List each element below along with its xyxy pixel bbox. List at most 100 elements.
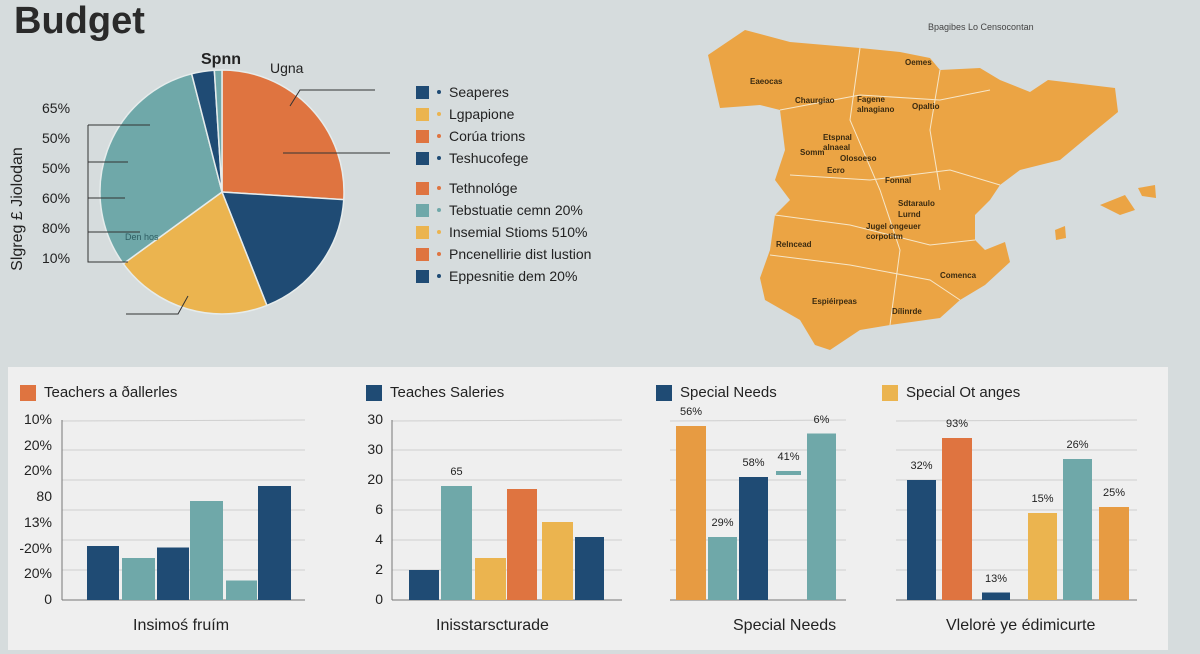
pie-top-label: Spnn bbox=[201, 51, 241, 68]
chart-legend-swatch bbox=[366, 384, 382, 401]
bar bbox=[409, 570, 439, 600]
map-region-label: Dílinrde bbox=[892, 307, 922, 316]
legend-label: Insemial Stioms 510% bbox=[449, 224, 588, 240]
bar bbox=[475, 558, 506, 600]
legend-dot-icon bbox=[437, 90, 441, 94]
pie-side-tick: 10% bbox=[42, 250, 71, 266]
pie-slice bbox=[213, 69, 223, 193]
region-border bbox=[779, 89, 991, 111]
legend-item: Insemial Stioms 510% bbox=[416, 224, 588, 240]
balearic-islands bbox=[1100, 195, 1135, 215]
legend-label: Seaperes bbox=[449, 84, 509, 100]
chart-title: Teaches Saleries bbox=[366, 384, 504, 401]
map-region-label: Opaltio bbox=[912, 102, 940, 111]
bar-data-label: 6% bbox=[813, 413, 830, 426]
bar bbox=[776, 471, 801, 475]
legend-item: Pncenellirie dist lustion bbox=[416, 246, 591, 262]
legend-swatch bbox=[416, 225, 429, 239]
bar bbox=[226, 580, 257, 600]
map-title: Bpagibes Lo Censocontan bbox=[928, 22, 1034, 32]
gridline bbox=[391, 419, 623, 422]
bar-data-label: 32% bbox=[910, 460, 933, 472]
y-tick-label: 30 bbox=[367, 411, 383, 427]
chart-legend-swatch bbox=[882, 384, 898, 401]
map-region-label: Chaurgiao bbox=[795, 96, 835, 105]
y-tick-label: 4 bbox=[375, 531, 383, 547]
legend-dot-icon bbox=[437, 112, 441, 116]
bar bbox=[258, 486, 291, 600]
pie-slice bbox=[220, 191, 345, 307]
map-region-label: Fonnal bbox=[885, 176, 912, 185]
pie-side-tick: 65% bbox=[42, 100, 71, 116]
pie-leader-line bbox=[289, 89, 375, 107]
legend-swatch bbox=[416, 129, 429, 143]
legend-swatch bbox=[416, 151, 429, 165]
bar-data-label: 15% bbox=[1031, 493, 1054, 505]
y-tick-label: 30 bbox=[367, 441, 383, 457]
bar-data-label: 25% bbox=[1102, 487, 1126, 499]
legend-swatch bbox=[416, 107, 429, 121]
balearic-islands bbox=[1138, 185, 1156, 198]
bar bbox=[87, 546, 119, 600]
legend-label: Corúa trions bbox=[449, 128, 526, 144]
legend-label: Tethnológe bbox=[449, 180, 518, 196]
map-region-label: Eaeocas bbox=[750, 77, 783, 86]
x-axis-label: Vlelorė ye édimicurte bbox=[946, 617, 1096, 634]
pie-inner-label: Den hos bbox=[125, 232, 159, 242]
spain-map bbox=[708, 30, 1118, 350]
legend-label: Lgpapione bbox=[449, 106, 515, 122]
bar bbox=[575, 537, 604, 600]
bar-data-label: 58% bbox=[742, 457, 765, 469]
bar-data-label: 26% bbox=[1066, 439, 1089, 451]
bar-data-label: 93% bbox=[945, 418, 969, 430]
bar bbox=[1099, 507, 1129, 600]
pie-leader-line bbox=[87, 125, 128, 263]
legend-dot-icon bbox=[437, 134, 441, 138]
legend-label: Tebstuatie cemn 20% bbox=[449, 202, 583, 218]
bar bbox=[122, 558, 155, 600]
y-tick-label: 13% bbox=[23, 513, 52, 530]
bar bbox=[542, 522, 573, 600]
y-tick-label: 20% bbox=[23, 462, 52, 479]
y-tick-label: 20% bbox=[23, 565, 52, 582]
map-region-label: Espiéirpeas bbox=[812, 297, 857, 306]
chart-title-text: Teachers a ðallerles bbox=[44, 384, 178, 401]
map-region-label: Relncead bbox=[776, 240, 812, 249]
map-region-label: Ecro bbox=[827, 166, 845, 175]
bar bbox=[982, 592, 1010, 600]
pie-side-tick: 80% bbox=[42, 220, 71, 236]
pie-side-title: Slgreg £ Jiolodan bbox=[8, 147, 26, 271]
map-region-label: Jugel ongeuer corpotitm bbox=[866, 222, 921, 241]
legend-swatch bbox=[416, 247, 429, 261]
chart-title: Teachers a ðallerles bbox=[20, 384, 177, 401]
legend-dot-icon bbox=[437, 230, 441, 234]
chart-title-text: Special Ot anges bbox=[906, 384, 1021, 401]
legend-item: Corúa trions bbox=[416, 128, 525, 144]
legend-label: Eppesnitie dem 20% bbox=[449, 268, 578, 284]
region-border bbox=[769, 254, 961, 301]
pie-side-tick: 50% bbox=[42, 160, 71, 176]
y-tick-label: 0 bbox=[44, 591, 52, 607]
gridline bbox=[669, 419, 847, 422]
bar-data-label: 13% bbox=[984, 572, 1008, 585]
region-border bbox=[789, 169, 1001, 186]
bar-data-label: 56% bbox=[679, 406, 703, 418]
map-region-label: Somm bbox=[800, 148, 825, 157]
region-border bbox=[929, 69, 941, 191]
pie-side-tick: 60% bbox=[42, 190, 71, 206]
legend-label: Pncenellirie dist lustion bbox=[449, 246, 592, 262]
pie-leader-line bbox=[126, 295, 189, 315]
legend-dot-icon bbox=[437, 252, 441, 256]
bar bbox=[507, 489, 537, 600]
map-region-label: Olosoeso bbox=[840, 154, 877, 163]
chart-title-text: Teaches Saleries bbox=[390, 384, 505, 401]
y-tick-label: 80 bbox=[36, 488, 52, 505]
legend-swatch bbox=[416, 269, 429, 283]
bar-data-label: 29% bbox=[711, 517, 734, 529]
chart-title: Special Ot anges bbox=[882, 384, 1020, 401]
bar bbox=[190, 501, 223, 600]
legend-item: Teshucofege bbox=[416, 150, 528, 166]
chart-legend-swatch bbox=[20, 384, 36, 401]
legend-dot-icon bbox=[437, 156, 441, 160]
